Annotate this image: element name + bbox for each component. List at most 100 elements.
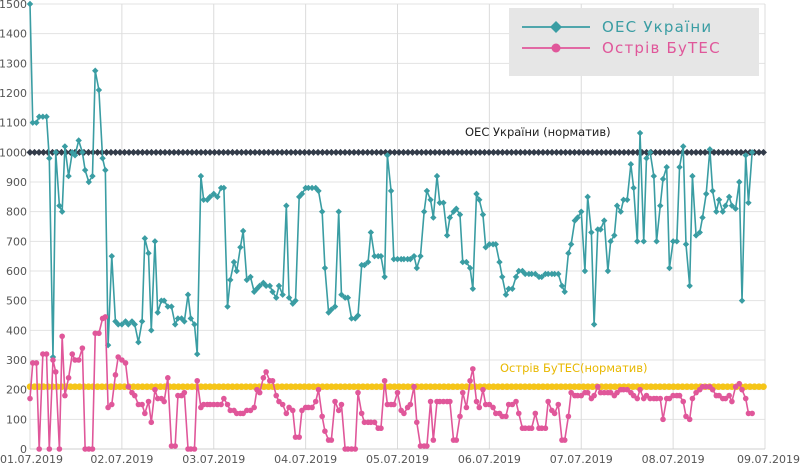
reference-marker [755, 148, 763, 156]
reference-marker [440, 148, 448, 156]
data-point [686, 282, 693, 290]
reference-marker [562, 148, 569, 156]
reference-marker [521, 148, 529, 156]
data-point [567, 241, 575, 248]
reference-marker [395, 148, 403, 156]
data-point [447, 398, 453, 405]
data-point [739, 386, 745, 393]
reference-marker [301, 148, 308, 156]
data-point [607, 238, 614, 245]
data-point [470, 366, 476, 372]
data-point [473, 398, 480, 405]
x-tick-label: 07.07.2019 [550, 453, 613, 466]
data-point [515, 410, 522, 417]
data-point [348, 315, 355, 322]
reference-marker [701, 148, 709, 156]
reference-marker [458, 148, 466, 156]
y-tick-label: 0 [20, 443, 27, 456]
data-point [581, 267, 589, 275]
data-point [453, 437, 460, 443]
reference-marker [616, 148, 623, 156]
reference-marker [31, 148, 38, 156]
data-point [308, 184, 316, 192]
data-point [221, 395, 227, 402]
reference-marker [202, 148, 209, 156]
reference-marker [256, 148, 263, 156]
reference-marker [233, 148, 241, 156]
data-point [39, 113, 47, 120]
data-point [135, 339, 142, 346]
data-point [56, 202, 63, 209]
data-point [650, 172, 658, 180]
reference-marker [215, 148, 223, 156]
data-point [522, 270, 529, 278]
reference-marker [571, 148, 578, 156]
data-point [729, 398, 735, 405]
x-tick-label: 05.07.2019 [366, 453, 429, 466]
y-tick-label: 1500 [0, 0, 27, 11]
data-point [492, 241, 500, 248]
data-point [112, 372, 119, 378]
reference-marker [737, 148, 745, 156]
reference-marker [35, 148, 43, 156]
reference-marker [760, 383, 767, 391]
reference-marker [683, 148, 691, 156]
data-point [411, 383, 417, 390]
data-point [318, 208, 326, 215]
data-point [502, 291, 510, 298]
data-point [95, 86, 103, 94]
reference-marker [557, 148, 565, 156]
data-point [52, 369, 59, 375]
data-point [338, 291, 345, 298]
y-tick-label: 1000 [0, 146, 27, 159]
y-tick-label: 400 [6, 324, 27, 337]
data-point [413, 264, 420, 272]
data-point [709, 187, 716, 195]
data-point [200, 196, 207, 203]
data-point [81, 166, 89, 174]
data-point [160, 297, 168, 304]
data-point [263, 369, 269, 375]
reference-marker [760, 148, 767, 156]
y-tick-label: 600 [6, 265, 27, 278]
series-line [29, 316, 753, 450]
data-point [467, 377, 473, 384]
data-point [457, 413, 463, 420]
reference-marker [265, 148, 272, 156]
data-point [381, 273, 388, 281]
reference-label-oes: ОЕС України (норматив) [465, 125, 611, 139]
data-point [627, 161, 635, 168]
data-point [394, 255, 401, 263]
data-point [75, 137, 82, 144]
data-point [59, 333, 65, 340]
legend-label-butes: Острів БуТЕС [602, 39, 721, 57]
reference-marker [148, 148, 155, 156]
data-point [378, 425, 384, 432]
data-point [728, 202, 736, 209]
data-point [214, 193, 221, 201]
data-point [430, 214, 437, 221]
data-point [298, 190, 306, 198]
data-point [584, 389, 591, 396]
reference-marker [481, 148, 488, 156]
data-point [139, 401, 145, 408]
reference-line-oes [26, 148, 767, 156]
data-point [247, 273, 254, 281]
data-point [571, 217, 579, 224]
reference-marker [125, 148, 133, 156]
reference-marker [134, 148, 142, 156]
data-point [643, 155, 650, 162]
reference-marker [170, 148, 178, 156]
data-point [653, 238, 660, 245]
reference-marker [377, 148, 385, 156]
reference-marker [373, 148, 380, 156]
reference-marker [548, 148, 556, 156]
data-point [251, 404, 257, 411]
data-point [148, 327, 155, 334]
data-point [122, 360, 129, 366]
data-point [352, 446, 359, 452]
data-point [191, 321, 198, 328]
data-point [738, 297, 746, 304]
data-point [102, 314, 109, 320]
